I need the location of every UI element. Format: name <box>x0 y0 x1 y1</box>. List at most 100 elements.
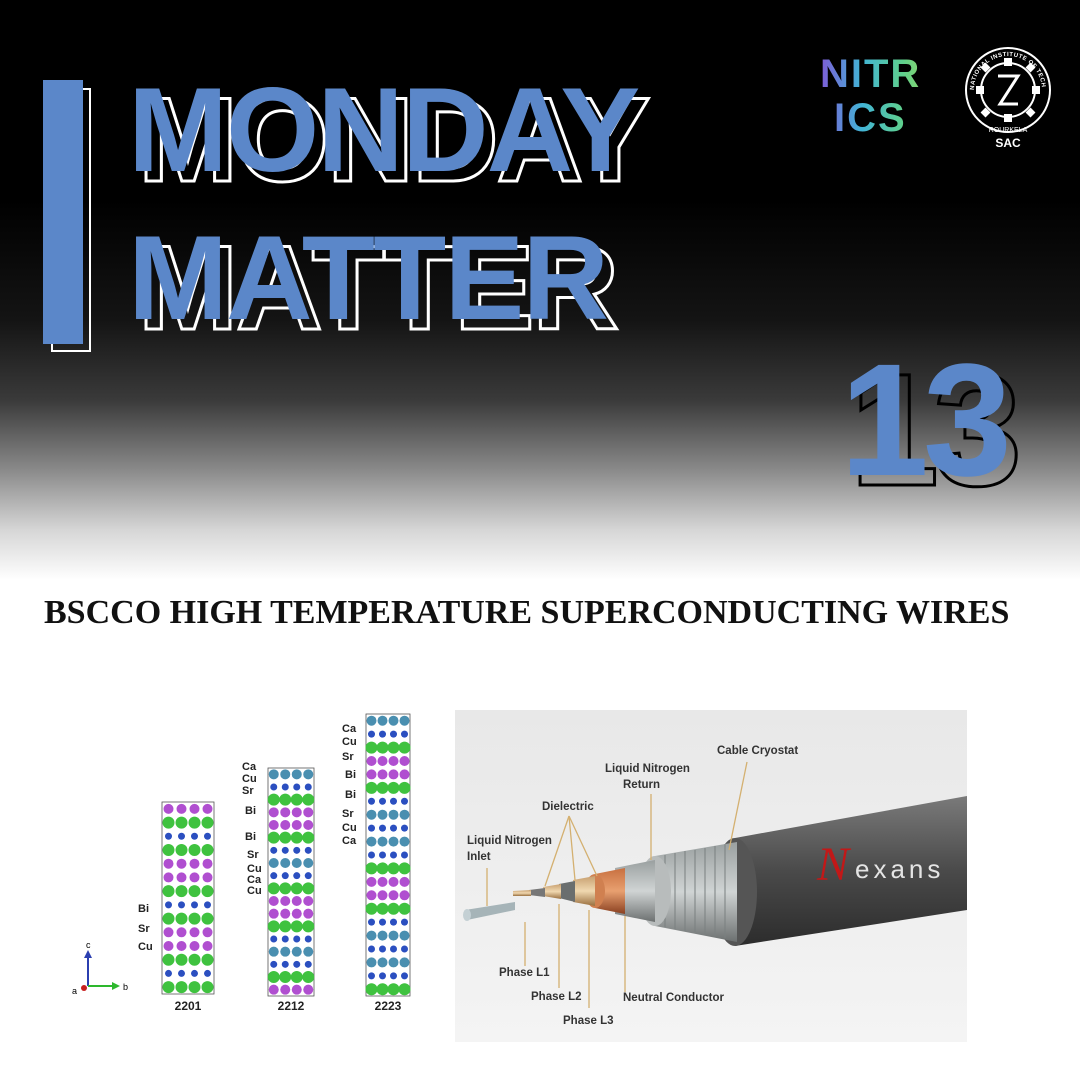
lattice-atom <box>202 803 213 814</box>
lattice-2212 <box>267 767 315 997</box>
cable-jacket <box>735 796 967 946</box>
lattice-atom <box>291 807 302 818</box>
lattice-atom <box>291 984 302 995</box>
lattice-atom <box>268 769 279 780</box>
lattice-2223 <box>365 713 411 997</box>
lattice-atom <box>163 941 174 951</box>
label-2223-bi2: Bi <box>345 789 356 801</box>
lattice-atom <box>204 832 211 840</box>
lattice-atom <box>390 945 397 953</box>
label-2201-cu: Cu <box>138 941 153 953</box>
label-2223-bi1: Bi <box>345 769 356 781</box>
lattice-atom <box>376 781 389 794</box>
lattice-atom <box>293 960 301 968</box>
lattice-atom <box>281 872 289 880</box>
lattice-atom <box>162 816 175 829</box>
lattice-atom <box>399 876 410 887</box>
lattice-atom <box>201 912 214 925</box>
lattice-atom <box>302 971 315 983</box>
lattice-atom <box>162 885 175 898</box>
axis-a-label: a <box>72 986 77 996</box>
lattice-atom <box>399 957 410 968</box>
lattice-atom <box>204 969 211 977</box>
lattice-atom <box>304 783 312 791</box>
lattice-atom <box>388 809 399 820</box>
lattice-atom <box>290 793 303 806</box>
label-cable-cryostat: Cable Cryostat <box>717 745 798 757</box>
lattice-atom <box>365 741 378 754</box>
label-phase-l3: Phase L3 <box>563 1015 614 1027</box>
nexans-logo-text: exans <box>855 854 944 884</box>
lattice-atom <box>189 872 200 883</box>
lattice-atom <box>377 756 388 766</box>
lattice-atom <box>188 844 201 856</box>
lattice-atom <box>175 981 188 994</box>
lattice-atom <box>268 820 279 830</box>
lattice-atom <box>268 896 279 906</box>
lattice-atom <box>376 862 389 875</box>
lattice-atom <box>401 730 408 738</box>
lattice-atom <box>162 981 175 994</box>
lattice-atom <box>178 832 185 840</box>
lattice-atom <box>399 930 410 941</box>
lattice-atom <box>189 941 200 951</box>
lattice-atom <box>293 872 301 880</box>
lattice-atom <box>188 912 201 925</box>
lattice-atom <box>388 756 399 766</box>
label-2223-cu: Cu <box>342 736 357 748</box>
lattice-atom <box>399 715 410 726</box>
lattice-atom <box>366 836 377 847</box>
lattice-atom <box>399 809 410 820</box>
label-2212-bi2: Bi <box>245 831 256 843</box>
lattice-atom <box>401 851 408 859</box>
lattice-atom <box>291 769 302 780</box>
label-2212-sr2: Sr <box>247 849 259 861</box>
lattice-atom <box>401 972 408 980</box>
lattice-atom <box>368 851 375 859</box>
lattice-atom <box>379 730 386 738</box>
lattice-atom <box>267 831 280 844</box>
seal-label: SAC <box>995 136 1021 150</box>
lattice-atom <box>270 872 278 880</box>
label-2201-sr: Sr <box>138 923 150 935</box>
nexans-logo-initial: N <box>816 838 852 891</box>
lattice-atom <box>302 882 315 895</box>
lattice-atom <box>201 953 214 966</box>
lattice-atom <box>280 984 291 995</box>
lattice-atom <box>268 946 279 957</box>
lattice-atom <box>175 816 188 829</box>
lattice-atom <box>366 890 377 901</box>
lattice-atom <box>303 769 314 780</box>
lattice-atom <box>390 797 397 805</box>
lattice-atom <box>399 836 410 847</box>
lattice-atom <box>303 908 314 919</box>
lattice-atom <box>388 769 399 780</box>
lattice-atom <box>304 846 312 854</box>
lattice-atom <box>390 730 397 738</box>
label-ln-inlet-1: Liquid Nitrogen <box>467 835 552 847</box>
lattice-atom <box>401 945 408 953</box>
lattice-atom <box>162 912 175 925</box>
lattice-atom <box>191 901 198 909</box>
lattice-atom <box>293 846 301 854</box>
lattice-atom <box>379 851 386 859</box>
lattice-atom <box>387 862 400 875</box>
copper-layer <box>595 868 625 914</box>
lattice-atom <box>377 809 388 820</box>
title-monday-text: MONDAY <box>128 63 640 197</box>
lattice-atom <box>175 885 188 898</box>
lattice-atom <box>281 960 289 968</box>
dielectric-layer-2 <box>543 884 561 899</box>
lattice-atom <box>368 945 375 953</box>
lattice-atom <box>365 902 378 915</box>
label-2212-ca2: Ca <box>247 874 262 886</box>
lattice-atom <box>176 872 187 883</box>
label-2212-sr: Sr <box>242 785 254 797</box>
lattice-atom <box>201 844 214 856</box>
lattice-atom <box>368 730 375 738</box>
lattice-atom <box>189 803 200 814</box>
lattice-atom <box>376 741 389 754</box>
lattice-atom <box>188 953 201 966</box>
lattice-atom <box>290 920 303 933</box>
lattice-atom <box>165 969 172 977</box>
